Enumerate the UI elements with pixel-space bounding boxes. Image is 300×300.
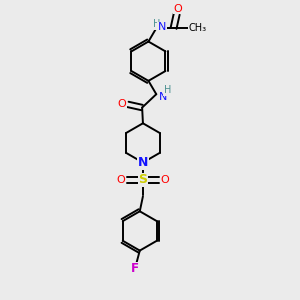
Text: CH₃: CH₃ [188, 23, 206, 33]
Text: N: N [138, 156, 148, 169]
Text: O: O [173, 4, 182, 14]
Text: S: S [138, 173, 147, 186]
Text: H: H [153, 19, 161, 29]
Text: O: O [160, 175, 169, 185]
Text: O: O [116, 175, 125, 185]
Text: N: N [158, 22, 166, 32]
Text: F: F [131, 262, 139, 275]
Text: N: N [158, 92, 167, 102]
Text: O: O [117, 99, 126, 109]
Text: H: H [164, 85, 171, 95]
